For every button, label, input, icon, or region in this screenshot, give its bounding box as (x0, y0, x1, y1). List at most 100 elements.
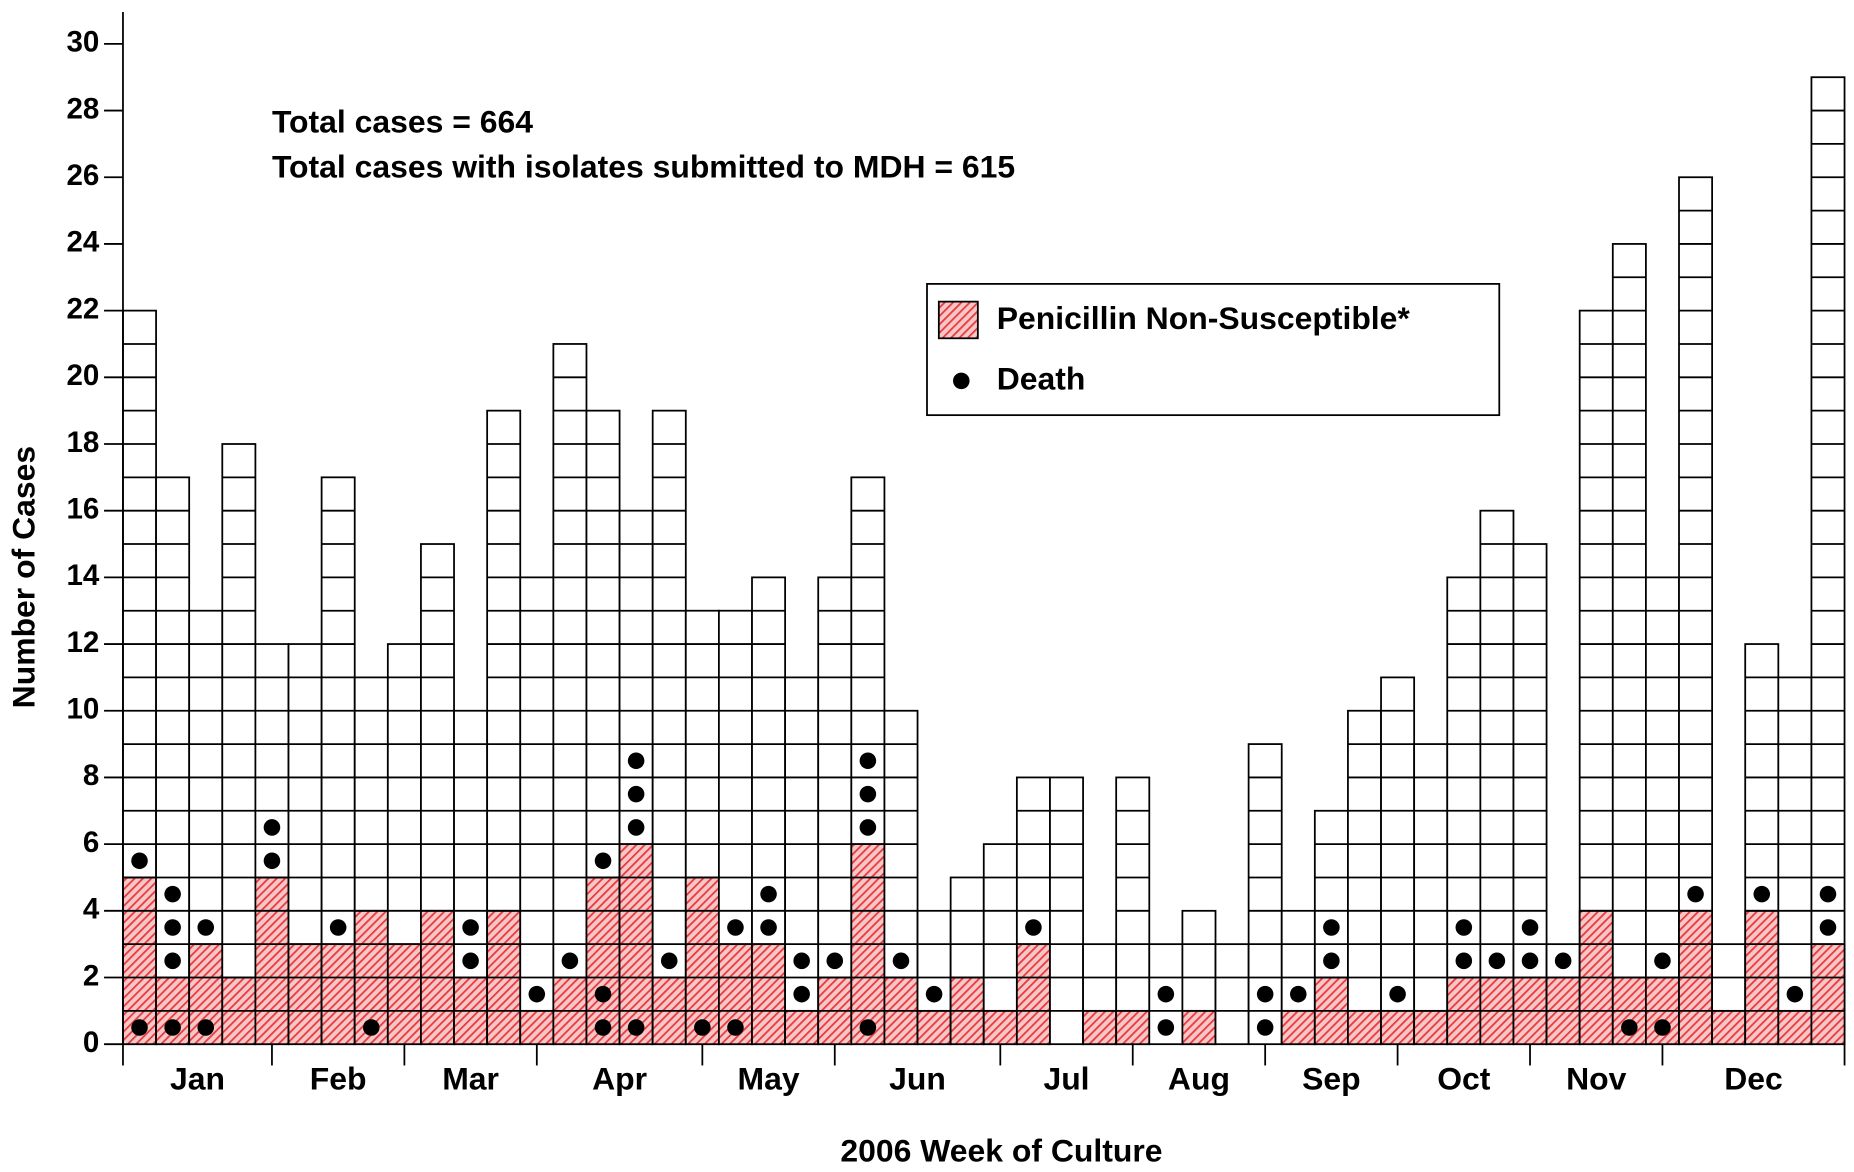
y-tick-label: 10 (66, 693, 99, 726)
x-tick-label: Nov (1566, 1060, 1627, 1096)
death-marker (627, 752, 645, 770)
legend-swatch (937, 300, 979, 340)
bar (1413, 743, 1449, 1046)
bar (1512, 543, 1548, 1046)
bar-segment (320, 943, 356, 1046)
bar-segment (1280, 1009, 1316, 1046)
bar-segment (784, 1009, 820, 1046)
y-tick-label: 20 (66, 359, 99, 392)
death-marker (859, 819, 877, 836)
bar (1380, 676, 1416, 1046)
x-tick-label: May (738, 1060, 800, 1096)
x-tick-label: Dec (1724, 1060, 1783, 1096)
bar (651, 409, 687, 1046)
death-marker (1687, 885, 1704, 903)
death-marker (164, 885, 181, 903)
bar-segment (982, 1009, 1018, 1046)
y-tick-label: 6 (83, 826, 99, 859)
bar-segment (1810, 943, 1846, 1046)
x-tick-label: Oct (1437, 1060, 1491, 1096)
death-marker (1455, 952, 1473, 970)
bar-segment (519, 1009, 555, 1046)
death-marker (1819, 919, 1837, 936)
death-marker (859, 752, 877, 770)
y-tick-label: 30 (66, 26, 99, 59)
bar-segment (1380, 1009, 1416, 1046)
death-marker (859, 1019, 877, 1036)
death-marker (1157, 985, 1175, 1003)
death-marker (164, 952, 181, 970)
death-marker (462, 952, 479, 970)
bar-segment (1015, 943, 1051, 1046)
x-tick-label: Jul (1043, 1060, 1089, 1096)
death-marker (1323, 919, 1340, 936)
death-marker (1256, 1019, 1274, 1036)
death-marker (793, 952, 810, 970)
death-marker (462, 919, 479, 936)
death-marker (164, 919, 181, 936)
x-tick-label: Aug (1168, 1060, 1230, 1096)
bar (1810, 76, 1846, 1046)
y-tick-label: 8 (83, 759, 99, 792)
bar-segment (254, 876, 290, 1046)
death-marker (197, 919, 215, 936)
death-marker (263, 819, 281, 836)
y-tick-label: 16 (66, 492, 99, 525)
y-axis-title: Number of Cases (5, 446, 41, 708)
death-marker (627, 819, 645, 836)
death-marker (660, 952, 678, 970)
death-marker (1455, 919, 1473, 936)
death-marker (1521, 919, 1539, 936)
death-marker (892, 952, 910, 970)
y-tick-label: 2 (83, 959, 99, 992)
y-tick-label: 22 (66, 292, 99, 325)
y-tick-label: 14 (66, 559, 99, 592)
death-marker (1521, 952, 1539, 970)
death-marker (1654, 1019, 1671, 1036)
bar-segment (122, 876, 157, 1046)
death-marker (131, 1019, 148, 1036)
death-marker (727, 1019, 744, 1036)
death-marker (1654, 952, 1671, 970)
death-marker (1554, 952, 1572, 970)
bar (1214, 943, 1250, 1046)
death-marker (793, 985, 810, 1003)
death-marker (1786, 985, 1804, 1003)
bar-segment (1347, 1009, 1382, 1046)
death-marker (627, 1019, 645, 1036)
bar-segment (751, 943, 786, 1046)
y-tick-label: 28 (66, 92, 99, 125)
x-tick-label: Sep (1302, 1060, 1361, 1096)
bar-segment (1777, 1009, 1813, 1046)
death-marker (362, 1019, 380, 1036)
death-marker (859, 785, 877, 803)
death-marker (1753, 885, 1771, 903)
death-marker (594, 852, 612, 870)
legend-label: Death (997, 360, 1086, 396)
legend-label: Penicillin Non-Susceptible* (997, 300, 1411, 336)
bar (1777, 676, 1813, 1046)
death-marker (627, 785, 645, 803)
death-marker (760, 919, 777, 936)
death-marker (263, 852, 281, 870)
death-marker (1323, 952, 1340, 970)
bar-segment (1082, 1009, 1118, 1046)
death-marker (594, 985, 612, 1003)
death-marker (594, 1019, 612, 1036)
death-marker (197, 1019, 215, 1036)
x-axis-title: 2006 Week of Culture (840, 1132, 1162, 1168)
death-marker (131, 852, 148, 870)
x-tick-label: Jan (170, 1060, 225, 1096)
bar-segment (585, 876, 621, 1046)
death-marker (1289, 985, 1307, 1003)
annotation: Total cases with isolates submitted to M… (272, 149, 1015, 185)
death-marker (727, 919, 744, 936)
death-marker (826, 952, 844, 970)
death-marker (760, 885, 777, 903)
bar-segment (1181, 1009, 1217, 1046)
death-marker (1389, 985, 1406, 1003)
death-marker (1157, 1019, 1175, 1036)
bar-segment (916, 1009, 952, 1046)
x-tick-label: Feb (310, 1060, 367, 1096)
